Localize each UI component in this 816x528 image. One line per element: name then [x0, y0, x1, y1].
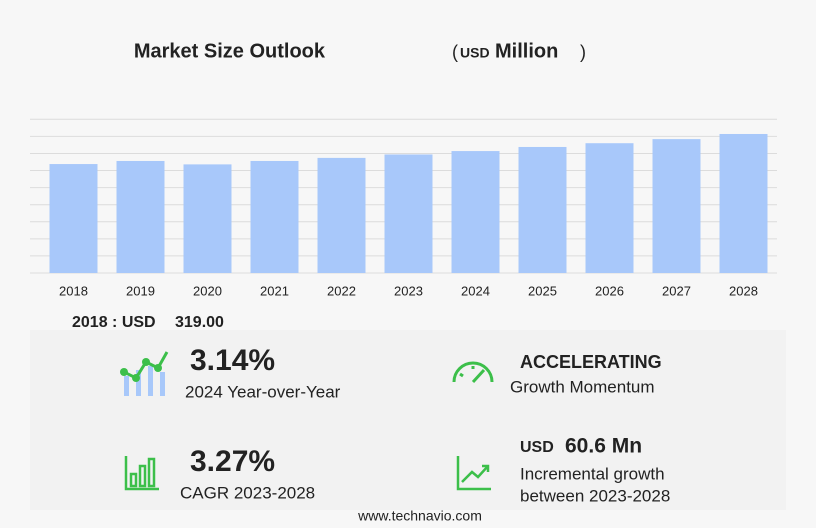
base-value: 319.00	[175, 314, 224, 331]
x-tick-label: 2022	[327, 283, 356, 298]
bar	[116, 160, 165, 273]
kpi-value: 60.6 Mn	[565, 435, 642, 458]
bar	[317, 157, 366, 273]
footer: www.technavio.com	[357, 508, 482, 524]
x-tick-label: 2027	[662, 283, 691, 298]
bar	[652, 139, 701, 273]
bar	[183, 164, 232, 273]
title-unit-label: Million	[495, 40, 558, 62]
kpi-prefix: USD	[520, 439, 554, 456]
x-tick-label: 2018	[59, 283, 88, 298]
x-tick-label: 2026	[595, 283, 624, 298]
chart-title: Market Size Outlook	[134, 40, 326, 62]
kpi-value: 3.27%	[190, 445, 275, 478]
incremental-icon	[456, 456, 491, 491]
bar	[518, 146, 567, 273]
kpi-label: Incremental growth	[520, 464, 665, 483]
bar	[719, 133, 768, 273]
x-tick-label: 2021	[260, 283, 289, 298]
cagr-icon	[124, 456, 159, 491]
kpi-value: 3.14%	[190, 344, 275, 377]
title-paren: (	[452, 42, 458, 62]
kpi-label: CAGR 2023-2028	[180, 483, 315, 502]
base-label: 2018 : USD	[72, 314, 156, 331]
x-tick-label: 2025	[528, 283, 557, 298]
kpi-label: 2024 Year-over-Year	[185, 382, 341, 401]
bar	[585, 143, 634, 273]
x-tick-label: 2020	[193, 283, 222, 298]
kpi-label: Growth Momentum	[510, 377, 655, 396]
bar	[384, 154, 433, 273]
yoy-icon	[120, 351, 169, 396]
plot: 2018 2019 2020 2021 2022 2023 2024 2025 2026 2027…	[30, 118, 777, 298]
x-tick-label: 2019	[126, 283, 155, 298]
kpi-label: between 2023-2028	[520, 486, 670, 505]
x-tick-label: 2024	[461, 283, 490, 298]
x-tick-label: 2023	[394, 283, 423, 298]
bar	[250, 160, 299, 273]
kpi-value: ACCELERATING	[520, 352, 662, 372]
momentum-icon	[452, 361, 494, 384]
x-tick-label: 2028	[729, 283, 758, 298]
title-paren: )	[580, 42, 586, 62]
bar	[49, 164, 98, 273]
bar	[451, 151, 500, 273]
title-unit: USD	[460, 45, 490, 61]
summary-panel	[30, 330, 786, 510]
